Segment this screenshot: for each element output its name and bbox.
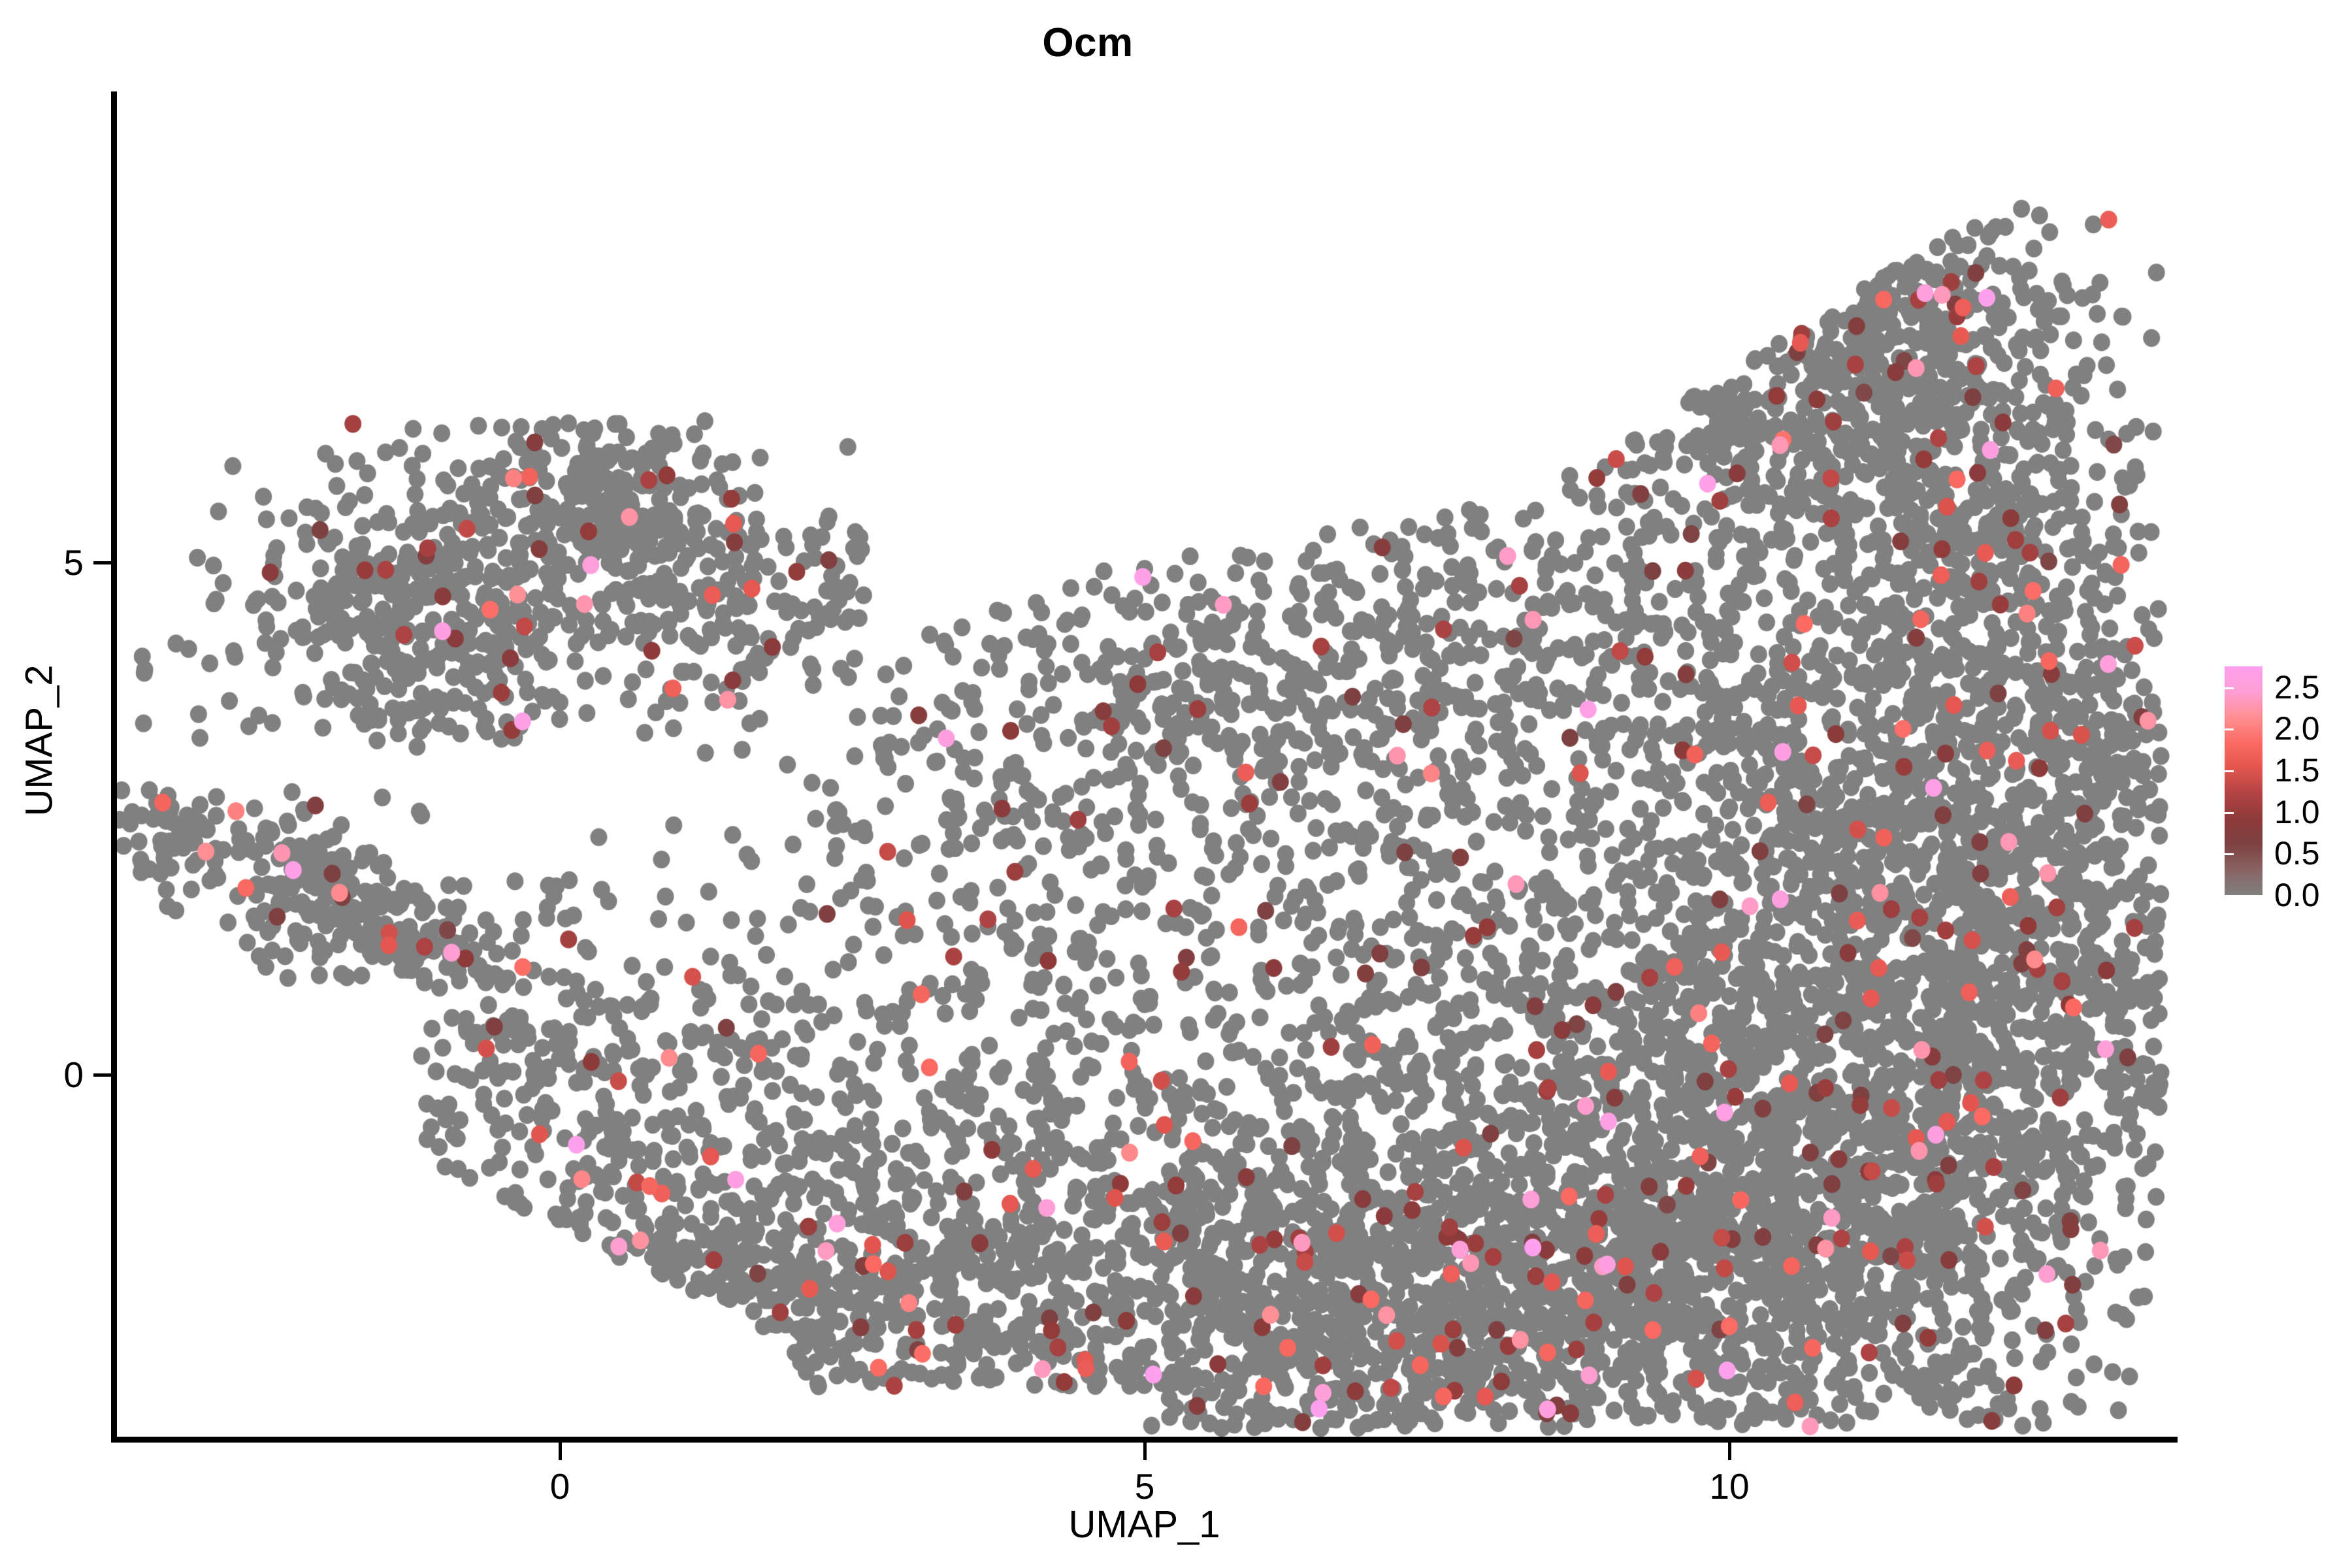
colorbar-tick-label: 2.0 xyxy=(2274,710,2320,747)
scatter-points-layer xyxy=(114,91,2178,1439)
x-tick-mark xyxy=(559,1443,562,1460)
colorbar-tick-mark xyxy=(2340,853,2349,856)
colorbar-tick-mark xyxy=(2225,853,2234,856)
colorbar-tick-mark xyxy=(2340,895,2349,897)
colorbar-tick-mark xyxy=(2225,728,2234,731)
y-axis-line xyxy=(111,91,117,1443)
y-tick-mark xyxy=(93,1073,111,1077)
x-tick-label: 10 xyxy=(1709,1466,1750,1507)
colorbar-tick-label: 0.0 xyxy=(2274,877,2320,913)
y-tick-mark xyxy=(93,561,111,564)
x-tick-label: 5 xyxy=(1134,1466,1155,1507)
y-tick-label: 5 xyxy=(63,542,84,583)
colorbar-tick-mark xyxy=(2225,895,2234,897)
colorbar-tick-label: 0.5 xyxy=(2274,835,2320,872)
x-tick-mark xyxy=(1728,1443,1731,1460)
y-tick-label: 0 xyxy=(63,1054,84,1095)
page-title: Ocm xyxy=(1042,20,1134,65)
colorbar-tick-mark xyxy=(2340,770,2349,773)
colorbar-tick-label: 2.5 xyxy=(2274,668,2320,706)
x-axis-line xyxy=(111,1437,2178,1443)
colorbar-gradient xyxy=(2225,666,2262,895)
x-tick-label: 0 xyxy=(549,1466,570,1507)
colorbar-legend: 2.5 2.0 1.5 1.0 0.5 0.0 xyxy=(2225,666,2349,913)
colorbar-tick-mark xyxy=(2340,687,2349,689)
x-tick-mark xyxy=(1143,1443,1147,1460)
colorbar-tick-mark xyxy=(2340,811,2349,814)
colorbar-tick-mark xyxy=(2340,728,2349,731)
plot-panel xyxy=(114,91,2178,1439)
colorbar-tick-mark xyxy=(2225,770,2234,773)
colorbar-tick-mark xyxy=(2225,687,2234,689)
colorbar-tick-label: 1.0 xyxy=(2274,793,2320,830)
colorbar-tick-label: 1.5 xyxy=(2274,752,2320,789)
y-axis-title: UMAP_2 xyxy=(18,664,61,817)
colorbar-tick-mark xyxy=(2225,811,2234,814)
x-axis-title: UMAP_1 xyxy=(1068,1503,1220,1546)
